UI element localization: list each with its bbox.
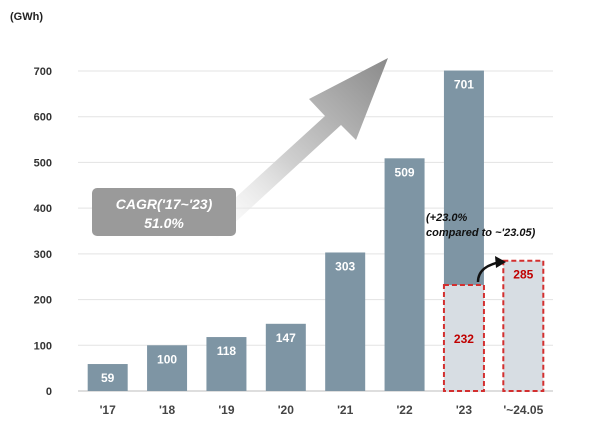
y-axis-ticks: 0 100 200 300 400 500 600 700 [34, 66, 52, 398]
y-tick-label: 200 [34, 295, 52, 307]
cagr-label: CAGR('17~'23) [116, 196, 213, 212]
highlight-value-label: 285 [513, 268, 533, 282]
x-tick-label: '19 [218, 403, 235, 417]
x-tick-label: '20 [278, 403, 295, 417]
curved-arrow-icon [476, 256, 506, 283]
x-tick-label: '22 [396, 403, 413, 417]
bar-value-label: 118 [217, 344, 237, 358]
bar [87, 364, 128, 391]
bar-value-label: 100 [157, 352, 177, 366]
bar-value-label: 59 [101, 371, 115, 385]
bar [325, 252, 366, 391]
x-axis-ticks: '17 '18 '19 '20 '21 '22 '23 '~24.05 [100, 403, 544, 417]
bar-value-label: 509 [395, 165, 415, 179]
x-tick-label: '21 [337, 403, 354, 417]
bar-value-label: 303 [335, 259, 355, 273]
y-tick-label: 0 [46, 386, 52, 398]
y-tick-label: 700 [34, 66, 52, 78]
bar-value-label: 701 [454, 78, 474, 92]
cagr-box [92, 188, 236, 236]
bar [147, 345, 188, 391]
cagr-callout: CAGR('17~'23) 51.0% [92, 188, 236, 236]
bar [265, 323, 306, 391]
y-tick-label: 500 [34, 157, 52, 169]
x-tick-label: '17 [100, 403, 117, 417]
x-tick-label: '23 [456, 403, 473, 417]
y-tick-label: 300 [34, 249, 52, 261]
bars: 59 100 118 147 303 509 701 232 285 [87, 70, 545, 393]
bar-value-label: 147 [276, 331, 296, 345]
highlight-value-label: 232 [454, 332, 474, 346]
x-tick-label: '~24.05 [503, 403, 543, 417]
y-tick-label: 100 [34, 340, 52, 352]
x-tick-label: '18 [159, 403, 176, 417]
y-unit-label: (GWh) [10, 11, 43, 23]
y-tick-label: 600 [34, 112, 52, 124]
growth-note-line1: (+23.0% [426, 212, 467, 224]
bar [384, 158, 425, 391]
growth-note-line2: compared to ~'23.05) [426, 227, 536, 239]
bar [206, 337, 247, 391]
y-tick-label: 400 [34, 203, 52, 215]
highlight-bar [442, 283, 485, 393]
growth-note: (+23.0% compared to ~'23.05) [426, 212, 536, 239]
cagr-value: 51.0% [144, 215, 184, 231]
highlight-bar [502, 259, 545, 393]
growth-arrow [200, 58, 388, 240]
